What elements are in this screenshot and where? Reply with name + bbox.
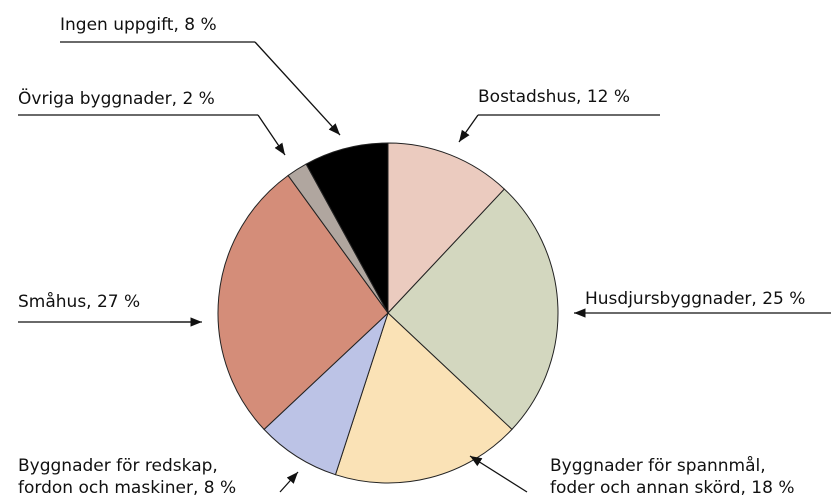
slice-label: Småhus, 27 % [18,291,140,312]
pie-slice [305,142,389,314]
leader-arrow [254,41,341,136]
label-line: Småhus, 27 % [18,291,140,312]
label-line: fordon och maskiner, 8 % [18,478,236,498]
pie-slice [217,174,389,431]
leader-arrow [458,114,479,143]
leader-arrow [257,114,286,156]
label-line: Byggnader för spannmål, [550,455,766,476]
pie-slice [387,188,559,431]
slice-label: Husdjursbyggnader, 25 % [585,289,805,309]
label-line: foder och annan skörd, 18 % [550,478,795,498]
label-line: Bostadshus, 12 % [478,87,630,107]
label-line: Byggnader för redskap, [18,456,218,476]
slice-label: Byggnader för redskap, fordon och maskine… [18,456,236,498]
pie-slice [334,312,513,484]
slice-label: Bostadshus, 12 % [478,87,630,107]
leader-arrow [469,455,528,493]
pie-slice [387,142,506,315]
label-line: Ingen uppgift, 8 % [60,15,217,35]
label-line: Övriga byggnader, 2 % [18,87,215,109]
slice-label: Övriga byggnader, 2 % [18,87,215,109]
label-line: Husdjursbyggnader, 25 % [585,289,805,309]
leader-arrow [279,471,299,493]
slice-label: Byggnader för spannmål, foder och annan s… [550,455,795,498]
slice-label: Ingen uppgift, 8 % [60,15,217,35]
